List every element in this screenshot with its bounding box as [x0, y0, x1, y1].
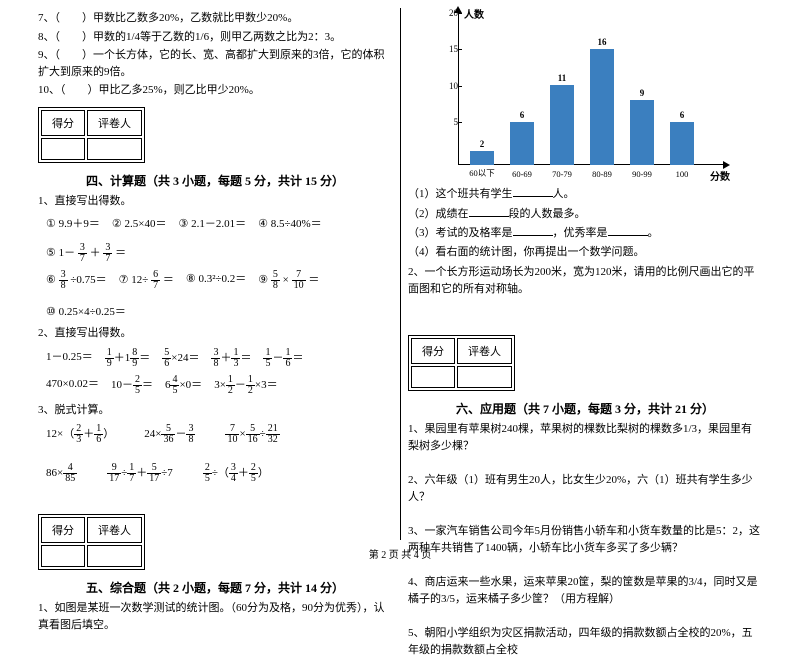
right-column: 人数 分数 5 10 15 20 2 60以下 6 60-69 11 70-79 16 80-89 9 9… — [400, 8, 770, 540]
chart-bar — [550, 85, 574, 165]
p1r1-d: ④ 8.5÷40%＝ — [258, 215, 322, 231]
p1r2-a: ⑥ 38 ÷0.75＝ — [46, 270, 107, 291]
chart-x-label: 分数 — [710, 168, 730, 183]
calc-p3-title: 3、脱式计算。 — [38, 402, 392, 419]
chart-q4: （4）看右面的统计图，你再提出一个数学问题。 — [408, 244, 762, 261]
chart-bar-value: 6 — [670, 110, 694, 120]
page-footer: 第 2 页 共 4 页 — [0, 546, 800, 561]
app-q4: 4、商店运来一些水果，运来苹果20筐，梨的筐数是苹果的3/4，同时又是橘子的3/… — [408, 574, 762, 607]
calc-p1-title: 1、直接写出得数。 — [38, 193, 392, 210]
calc-p3-row1: 12×（23＋16） 24×536－38 710×516÷2132 — [46, 424, 392, 445]
chart-bar-value: 6 — [510, 110, 534, 120]
left-column: 7、（ ）甲数比乙数多20%，乙数就比甲数少20%。 8、（ ）甲数的1/4等于… — [30, 8, 400, 540]
p1r2-b: ⑦ 12÷ 67 ＝ — [119, 270, 174, 291]
sec5-q2: 2、一个长方形运动场长为200米，宽为120米，请用的比例尺画出它的平面图和它的… — [408, 264, 762, 297]
tf-q9: 9、（ ）一个长方体，它的长、宽、高都扩大到原来的3倍，它的体积扩大到原来的9倍… — [38, 47, 392, 80]
calc-p1-row1: ① 9.9＋9＝ ② 2.5×40＝ ③ 2.1－2.01＝ ④ 8.5÷40%… — [46, 215, 392, 264]
p1r2-c: ⑧ 0.3²÷0.2＝ — [186, 270, 246, 291]
chart-q1: （1）这个班共有学生人。 — [408, 185, 762, 203]
chart-bar-value: 16 — [590, 37, 614, 47]
chart-xtick: 90-99 — [624, 169, 660, 179]
p1r1-b: ② 2.5×40＝ — [112, 215, 167, 231]
chart-bar — [630, 100, 654, 165]
chart-bar-value: 11 — [550, 73, 574, 83]
p1r1-c: ③ 2.1－2.01＝ — [178, 215, 246, 231]
calc-p1-row2: ⑥ 38 ÷0.75＝ ⑦ 12÷ 67 ＝ ⑧ 0.3²÷0.2＝ ⑨ 58 … — [46, 270, 392, 319]
calc-p3-row2: 86×485 917÷17＋517÷7 25÷（34＋25） — [46, 463, 392, 484]
app-q2: 2、六年级（1）班有男生20人，比女生少20%，六（1）班共有学生多少人？ — [408, 472, 762, 505]
chart-xtick: 80-89 — [584, 169, 620, 179]
tf-q7: 7、（ ）甲数比乙数多20%，乙数就比甲数少20%。 — [38, 10, 392, 27]
p1r2-d: ⑨ 58 × 710 ＝ — [258, 270, 319, 291]
tf-q8: 8、（ ）甲数的1/4等于乙数的1/6，则甲乙两数之比为2：3。 — [38, 29, 392, 46]
chart-xtick: 60-69 — [504, 169, 540, 179]
section6-title: 六、应用题（共 7 小题，每题 3 分，共计 21 分） — [408, 400, 762, 417]
section4-title: 四、计算题（共 3 小题，每题 5 分，共计 15 分） — [38, 172, 392, 189]
section5-title: 五、综合题（共 2 小题，每题 7 分，共计 14 分） — [38, 579, 392, 596]
chart-bar-value: 9 — [630, 88, 654, 98]
chart-ytick: 10 — [446, 81, 458, 91]
chart-q3: （3）考试的及格率是，优秀率是。 — [408, 224, 762, 242]
chart-y-axis — [458, 8, 459, 165]
chart-xtick: 70-79 — [544, 169, 580, 179]
scorebox-sec6: 得分评卷人 — [408, 335, 515, 391]
chart-q2: （2）成绩在段的人数最多。 — [408, 205, 762, 223]
chart-ytick: 15 — [446, 44, 458, 54]
chart-ytick: 20 — [446, 8, 458, 18]
scorebox-score: 得分 — [41, 110, 85, 136]
scorebox-sec5: 得分评卷人 — [38, 514, 145, 570]
chart-bar — [590, 49, 614, 165]
p1r1-a: ① 9.9＋9＝ — [46, 215, 100, 231]
chart-ytick: 5 — [446, 117, 458, 127]
p1r2-e: ⑩ 0.25×4÷0.25＝ — [46, 303, 126, 319]
chart-bar — [670, 122, 694, 166]
chart-bar — [470, 151, 494, 166]
score-bar-chart: 人数 分数 5 10 15 20 2 60以下 6 60-69 11 70-79 16 80-89 9 9… — [438, 8, 728, 183]
p1r1-e: ⑤ 1－ 37 ＋ 37 ＝ — [46, 243, 126, 264]
calc-p2-title: 2、直接写出得数。 — [38, 325, 392, 342]
scorebox-grader: 评卷人 — [87, 110, 142, 136]
calc-p2-row1: 1－0.25＝ 19＋189＝ 56×24＝ 38＋13＝ 15－16＝ — [46, 348, 392, 369]
chart-xtick: 100 — [664, 169, 700, 179]
app-q1: 1、果园里有苹果树240棵，苹果树的棵数比梨树的棵数多1/3，果园里有梨树多少棵… — [408, 421, 762, 454]
chart-xtick: 60以下 — [464, 167, 500, 179]
sec5-q1: 1、如图是某班一次数学测试的统计图。（60分为及格，90分为优秀），认真看图后填… — [38, 600, 392, 633]
scorebox-sec4: 得分 评卷人 — [38, 107, 145, 163]
chart-bar-value: 2 — [470, 139, 494, 149]
chart-bar — [510, 122, 534, 166]
tf-q10: 10、（ ）甲比乙多25%，则乙比甲少20%。 — [38, 82, 392, 99]
app-q5: 5、朝阳小学组织为灾区捐款活动，四年级的捐款数额占全校的20%，五年级的捐款数额… — [408, 625, 762, 658]
calc-p2-row2: 470×0.02＝ 10－25＝ 645×0＝ 3×12－12×3＝ — [46, 375, 392, 396]
chart-y-label: 人数 — [464, 6, 484, 21]
